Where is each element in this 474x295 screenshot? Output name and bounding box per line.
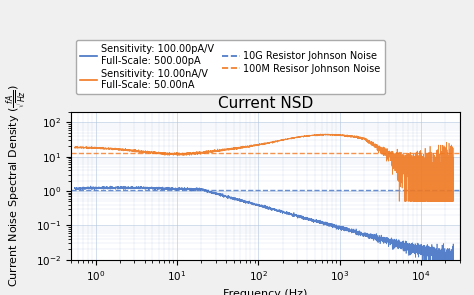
X-axis label: Frequency (Hz): Frequency (Hz) xyxy=(223,289,308,295)
Title: Current NSD: Current NSD xyxy=(218,96,313,111)
Y-axis label: Current Noise Spectral Density ($\frac{fA}{\sqrt{Hz}}$): Current Noise Spectral Density ($\frac{f… xyxy=(5,84,30,287)
Legend: Sensitivity: 100.00pA/V
Full-Scale: 500.00pA, Sensitivity: 10.00nA/V
Full-Scale:: Sensitivity: 100.00pA/V Full-Scale: 500.… xyxy=(76,40,384,94)
